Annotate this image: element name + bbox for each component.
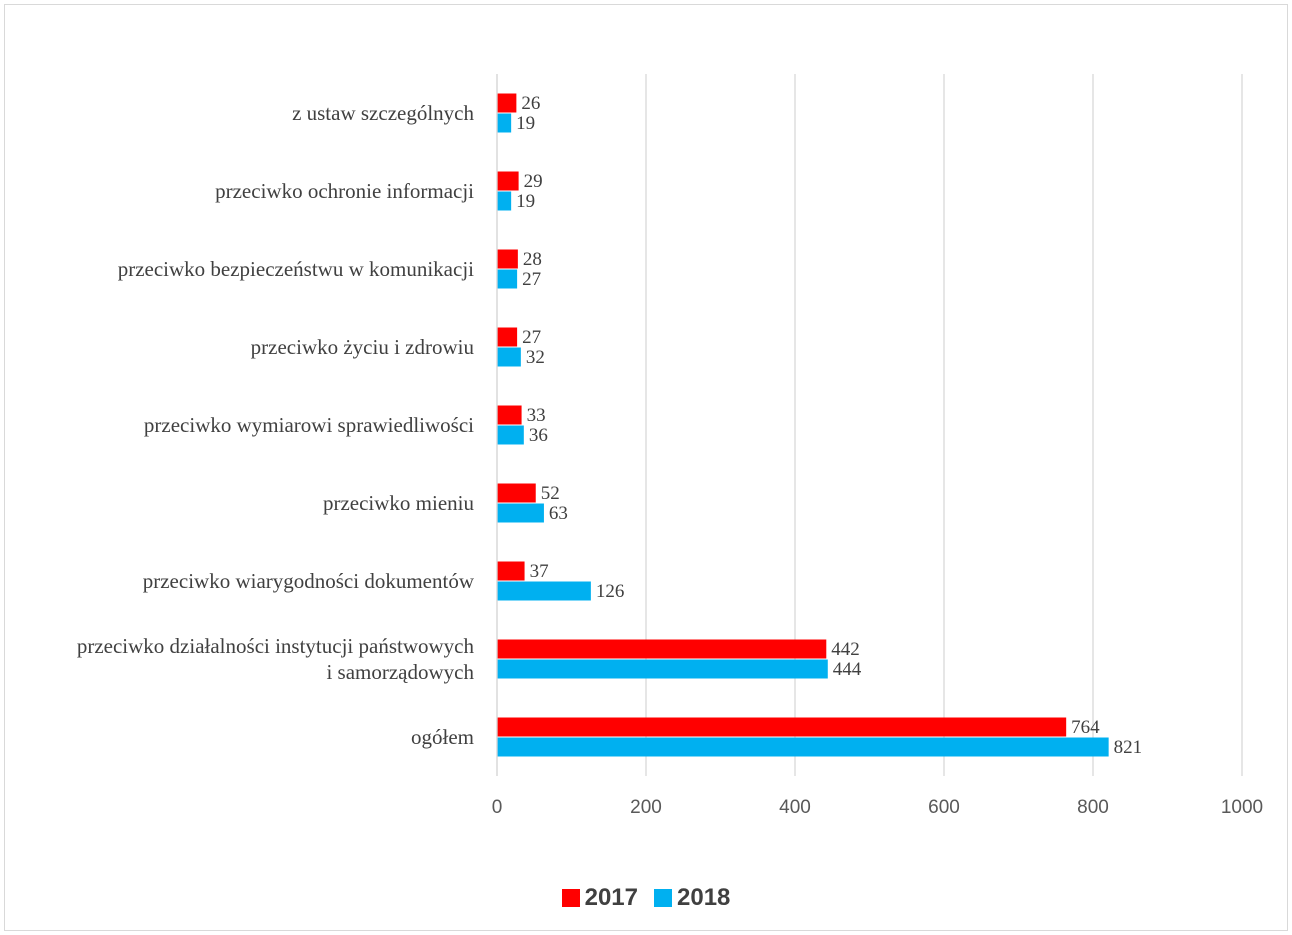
x-tick-label-400: 400 (779, 797, 811, 818)
bar-2018-cat-1 (497, 191, 512, 211)
x-tick-label-200: 200 (630, 797, 662, 818)
value-label-2018-cat-4: 36 (529, 425, 548, 446)
x-tick-label-1000: 1000 (1221, 797, 1263, 818)
value-label-2018-cat-8: 821 (1114, 737, 1143, 758)
category-label-cat-2: przeciwko bezpieczeństwu w komunikacji (118, 257, 474, 281)
category-label-cat-0: z ustaw szczególnych (292, 101, 474, 125)
legend-label-2018: 2018 (677, 884, 731, 911)
value-label-2017-cat-0: 26 (521, 93, 540, 114)
category-label-cat-4: przeciwko wymiarowi sprawiedliwości (144, 413, 474, 437)
legend-swatch-2018 (654, 889, 672, 907)
bar-2018-cat-3 (497, 347, 521, 367)
bar-2017-cat-6 (497, 561, 525, 581)
bar-2018-cat-6 (497, 581, 591, 601)
bar-2017-cat-5 (497, 483, 536, 503)
bar-2017-cat-2 (497, 249, 518, 269)
x-tick-label-800: 800 (1077, 797, 1109, 818)
value-label-2017-cat-7: 442 (831, 639, 860, 660)
value-label-2018-cat-0: 19 (516, 113, 535, 134)
bar-2017-cat-0 (497, 93, 517, 113)
bar-2018-cat-2 (497, 269, 518, 289)
category-label-cat-6: przeciwko wiarygodności dokumentów (143, 569, 475, 593)
bar-2017-cat-4 (497, 405, 522, 425)
bar-2018-cat-0 (497, 113, 512, 133)
bar-2017-cat-1 (497, 171, 519, 191)
category-label-cat-1: przeciwko ochronie informacji (215, 179, 474, 203)
value-label-2018-cat-1: 19 (516, 191, 535, 212)
legend-swatch-2017 (561, 889, 580, 907)
bar-2018-cat-4 (497, 425, 524, 445)
legend-item-2017: 2017 (561, 884, 638, 912)
bar-2018-cat-7 (497, 659, 828, 679)
value-label-2017-cat-1: 29 (524, 171, 543, 192)
category-label-cat-3: przeciwko życiu i zdrowiu (251, 335, 475, 359)
legend-label-2017: 2017 (584, 884, 638, 911)
value-label-2018-cat-6: 126 (596, 581, 625, 602)
value-label-2017-cat-5: 52 (541, 483, 560, 504)
value-label-2017-cat-3: 27 (522, 327, 541, 348)
bar-2017-cat-7 (497, 639, 827, 659)
x-tick-label-0: 0 (492, 797, 503, 818)
category-label-cat-5: przeciwko mieniu (323, 491, 475, 515)
bar-2018-cat-5 (497, 503, 544, 523)
bar-2018-cat-8 (497, 737, 1109, 757)
value-label-2017-cat-2: 28 (523, 249, 542, 270)
value-label-2018-cat-3: 32 (526, 347, 545, 368)
bar-2017-cat-8 (497, 717, 1067, 737)
value-label-2018-cat-7: 444 (833, 659, 862, 680)
category-label-cat-7-line-1: i samorządowych (326, 660, 474, 684)
chart-legend: 2017 2018 (0, 880, 1292, 916)
value-label-2018-cat-2: 27 (522, 269, 541, 290)
bar-2017-cat-3 (497, 327, 518, 347)
legend-item-2018: 2018 (654, 884, 730, 912)
value-label-2017-cat-6: 37 (530, 561, 549, 582)
category-label-cat-7-line-0: przeciwko działalności instytucji państw… (77, 634, 475, 658)
value-label-2017-cat-8: 764 (1071, 717, 1100, 738)
x-tick-label-600: 600 (928, 797, 960, 818)
value-label-2018-cat-5: 63 (549, 503, 568, 524)
category-label-cat-8: ogółem (411, 725, 474, 749)
value-label-2017-cat-4: 33 (527, 405, 546, 426)
